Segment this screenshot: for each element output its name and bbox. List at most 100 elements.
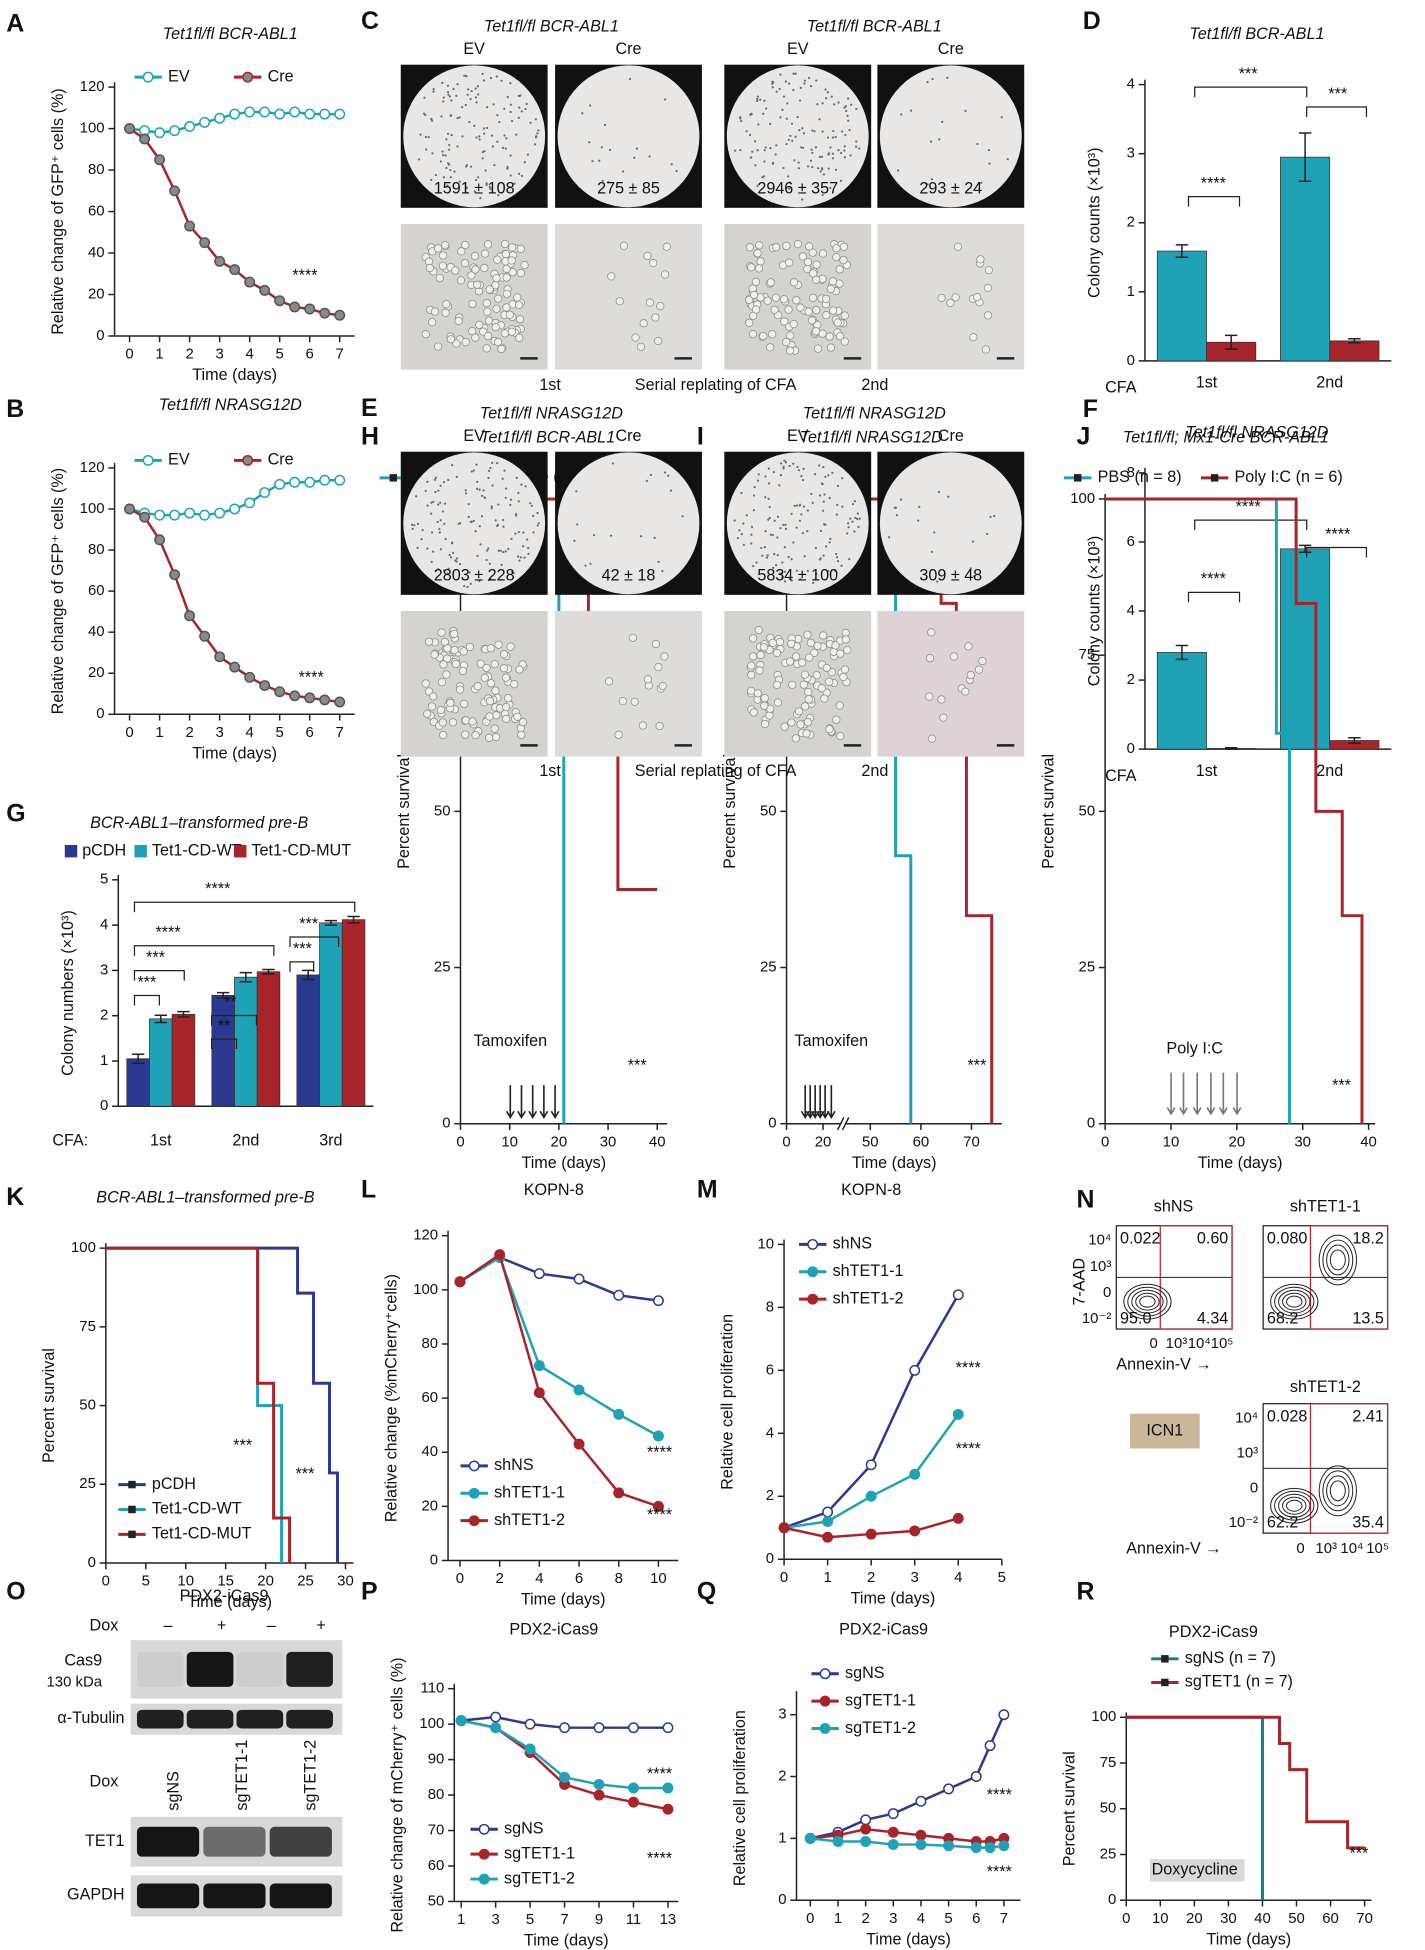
cell	[818, 249, 828, 258]
cell	[515, 315, 525, 324]
cell	[514, 300, 524, 310]
cell	[481, 249, 490, 258]
cell	[446, 335, 455, 344]
data-point	[984, 1842, 996, 1854]
cell	[607, 272, 616, 281]
legend-marker	[468, 1487, 480, 1499]
legend-marker	[142, 454, 154, 466]
bar	[1156, 652, 1207, 750]
legend-label: Poly I:C (n = 6)	[1235, 468, 1343, 486]
data-point	[860, 1823, 872, 1835]
data-point	[184, 121, 196, 132]
x-tick-label: 2	[861, 1910, 869, 1927]
y-tick-label: 60	[421, 1389, 438, 1406]
colony	[536, 132, 539, 135]
legend-label: PBS (n = 8)	[1098, 468, 1182, 486]
contour	[1326, 1475, 1350, 1507]
cell	[825, 332, 834, 341]
chart-title: Tet1fl/fl BCR-ABL1	[163, 25, 298, 43]
treatment-arrow	[528, 1085, 538, 1120]
colony	[771, 80, 774, 83]
colony	[581, 112, 584, 115]
panel-letter: B	[6, 395, 24, 423]
colony	[443, 502, 447, 505]
series-line	[783, 1413, 960, 1530]
cell	[502, 289, 512, 298]
colony	[440, 115, 443, 118]
colony	[815, 79, 818, 82]
x-tick-label: 10³	[1166, 1335, 1188, 1352]
colony	[834, 569, 837, 572]
x-tick-label: 4	[954, 1569, 962, 1586]
legend-label: sgTET1-2	[845, 1719, 916, 1737]
x-tick-label: 3	[491, 1911, 499, 1928]
data-point	[593, 1778, 605, 1790]
y-axis-label: Relative change of mCherry⁺ cells (%)	[389, 1657, 407, 1932]
tag-box	[1130, 1413, 1200, 1449]
cell	[425, 263, 435, 273]
colony	[938, 138, 941, 141]
annotation: ****	[987, 1863, 1013, 1881]
colony	[667, 474, 670, 477]
chart-title: KOPN-8	[524, 1181, 584, 1199]
colony	[517, 116, 520, 119]
colony	[474, 96, 478, 99]
x-tick-label: 10	[650, 1570, 667, 1587]
data-point	[259, 487, 271, 499]
data-point	[289, 690, 301, 702]
colony	[826, 91, 830, 94]
cell	[779, 295, 789, 304]
legend-marker	[478, 1848, 490, 1860]
colony	[776, 515, 780, 518]
colony	[463, 585, 466, 588]
colony	[840, 564, 843, 567]
x-tick-label: 3rd	[319, 1131, 342, 1149]
cell	[796, 303, 805, 312]
cell	[805, 242, 814, 251]
panel-letter: A	[6, 9, 24, 37]
cell	[780, 317, 789, 326]
micrograph-title: Tet1fl/fl BCR-ABL1	[807, 18, 942, 36]
y-tick-label: 75	[1100, 1754, 1117, 1771]
data-point	[274, 686, 286, 698]
colony	[455, 475, 458, 479]
y-tick-label: 70	[428, 1821, 445, 1838]
colony	[449, 168, 452, 172]
colony	[444, 154, 447, 157]
cell	[791, 734, 800, 743]
panel-letter: L	[361, 1175, 376, 1203]
significance-bracket	[1306, 106, 1368, 117]
colony	[497, 194, 500, 197]
legend-marker	[128, 1505, 136, 1514]
data-point	[124, 503, 136, 515]
colony	[465, 165, 468, 168]
x-tick-label: 1st	[150, 1131, 172, 1149]
colony	[479, 543, 482, 546]
y-axis-label: Percent survival	[721, 754, 739, 869]
colony	[778, 572, 781, 575]
cell	[660, 270, 670, 279]
x-tick-label: 60	[1322, 1910, 1339, 1927]
colony	[792, 541, 795, 544]
colony	[509, 81, 512, 85]
colony	[489, 187, 492, 190]
x-axis-label: CFA	[1105, 379, 1137, 397]
cell	[658, 681, 667, 691]
data-point	[319, 474, 331, 486]
colony	[469, 582, 472, 586]
quadrant-value: 18.2	[1352, 1230, 1383, 1248]
contour	[1318, 1465, 1357, 1517]
tag-label: ICN1	[1146, 1421, 1183, 1439]
colony	[767, 518, 770, 521]
colony	[806, 569, 809, 573]
colony	[787, 175, 790, 178]
colony	[437, 568, 440, 571]
cell	[438, 718, 447, 727]
legend-marker	[142, 71, 154, 83]
data-point	[998, 1709, 1010, 1721]
cell	[515, 333, 524, 343]
annotation: ***	[293, 940, 313, 958]
colony	[790, 558, 793, 561]
colony	[790, 512, 793, 516]
